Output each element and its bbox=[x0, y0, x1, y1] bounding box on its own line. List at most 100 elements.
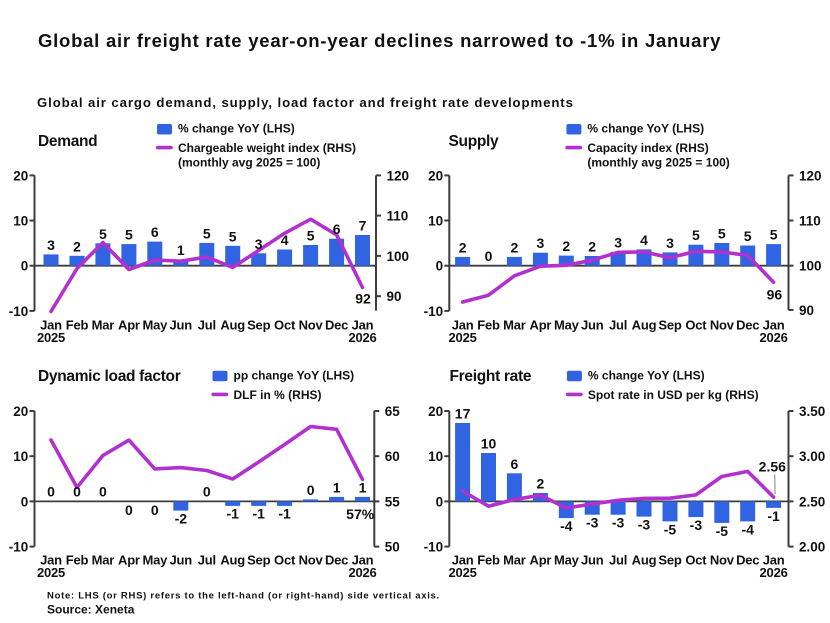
svg-text:Jul: Jul bbox=[198, 553, 216, 568]
svg-text:-1: -1 bbox=[767, 508, 780, 524]
svg-text:0: 0 bbox=[436, 494, 444, 509]
svg-text:Mar: Mar bbox=[503, 318, 526, 333]
svg-text:20: 20 bbox=[428, 168, 443, 183]
svg-text:3.50: 3.50 bbox=[799, 404, 825, 419]
svg-text:Spot rate in USD per kg (RHS): Spot rate in USD per kg (RHS) bbox=[588, 388, 759, 402]
svg-text:4: 4 bbox=[640, 232, 648, 248]
svg-text:Jun: Jun bbox=[170, 553, 193, 568]
svg-text:Jan: Jan bbox=[352, 318, 374, 333]
svg-text:Sep: Sep bbox=[658, 553, 682, 568]
svg-text:Feb: Feb bbox=[477, 553, 500, 568]
svg-text:Aug: Aug bbox=[632, 318, 657, 333]
svg-text:-3: -3 bbox=[586, 515, 599, 531]
svg-text:5: 5 bbox=[203, 225, 211, 241]
svg-text:5: 5 bbox=[229, 228, 237, 244]
svg-text:Nov: Nov bbox=[710, 318, 735, 333]
svg-text:Capacity index (RHS): Capacity index (RHS) bbox=[587, 141, 708, 155]
svg-text:-5: -5 bbox=[664, 521, 677, 537]
svg-text:0: 0 bbox=[21, 494, 29, 509]
svg-text:20: 20 bbox=[428, 404, 443, 419]
svg-text:% change YoY (LHS): % change YoY (LHS) bbox=[587, 122, 704, 136]
svg-text:Jul: Jul bbox=[609, 553, 627, 568]
svg-text:Jan: Jan bbox=[763, 318, 785, 333]
svg-text:5: 5 bbox=[692, 227, 700, 243]
svg-text:2026: 2026 bbox=[760, 565, 788, 580]
svg-text:Jan: Jan bbox=[40, 318, 62, 333]
svg-text:2: 2 bbox=[511, 239, 519, 255]
svg-text:Nov: Nov bbox=[710, 553, 735, 568]
svg-text:2.56: 2.56 bbox=[759, 459, 786, 475]
svg-text:17: 17 bbox=[455, 406, 471, 422]
svg-text:3: 3 bbox=[537, 235, 545, 251]
svg-text:-1: -1 bbox=[252, 506, 265, 522]
svg-text:60: 60 bbox=[385, 449, 400, 464]
svg-text:Dec: Dec bbox=[736, 318, 759, 333]
svg-text:-10: -10 bbox=[9, 540, 29, 555]
svg-text:Supply: Supply bbox=[449, 133, 500, 150]
svg-text:2: 2 bbox=[73, 238, 81, 254]
svg-text:-1: -1 bbox=[278, 506, 291, 522]
svg-text:5: 5 bbox=[125, 227, 133, 243]
svg-text:-2: -2 bbox=[175, 511, 188, 527]
svg-text:May: May bbox=[554, 318, 580, 333]
svg-text:Demand: Demand bbox=[38, 133, 97, 150]
svg-text:Apr: Apr bbox=[530, 318, 552, 333]
svg-text:120: 120 bbox=[387, 168, 410, 183]
svg-text:2.50: 2.50 bbox=[799, 494, 825, 509]
svg-text:2026: 2026 bbox=[760, 330, 788, 345]
svg-text:Jun: Jun bbox=[170, 318, 193, 333]
svg-text:-5: -5 bbox=[716, 523, 729, 539]
svg-text:0: 0 bbox=[436, 259, 444, 274]
svg-text:Global air cargo demand, suppl: Global air cargo demand, supply, load fa… bbox=[37, 95, 574, 110]
svg-text:0: 0 bbox=[485, 248, 493, 264]
svg-text:5: 5 bbox=[307, 228, 315, 244]
svg-text:Sep: Sep bbox=[247, 318, 271, 333]
svg-text:2025: 2025 bbox=[37, 565, 65, 580]
svg-text:10: 10 bbox=[428, 213, 443, 228]
svg-text:2.00: 2.00 bbox=[799, 540, 825, 555]
svg-text:Jan: Jan bbox=[40, 553, 62, 568]
svg-text:50: 50 bbox=[385, 540, 400, 555]
svg-text:(monthly avg 2025 = 100): (monthly avg 2025 = 100) bbox=[587, 156, 729, 170]
svg-text:Jan: Jan bbox=[452, 553, 474, 568]
svg-text:90: 90 bbox=[799, 303, 814, 318]
svg-text:-3: -3 bbox=[612, 515, 625, 531]
svg-text:2: 2 bbox=[537, 476, 545, 492]
svg-text:-10: -10 bbox=[424, 304, 444, 319]
svg-text:96: 96 bbox=[767, 286, 783, 302]
svg-text:4: 4 bbox=[281, 232, 289, 248]
svg-text:1: 1 bbox=[177, 242, 185, 258]
svg-text:6: 6 bbox=[333, 221, 341, 237]
svg-text:110: 110 bbox=[387, 209, 409, 224]
svg-text:0: 0 bbox=[307, 482, 315, 498]
svg-text:Source: Xeneta: Source: Xeneta bbox=[47, 603, 135, 617]
svg-text:Dec: Dec bbox=[736, 553, 759, 568]
svg-text:6: 6 bbox=[151, 224, 159, 240]
svg-text:Jun: Jun bbox=[581, 553, 604, 568]
svg-text:0: 0 bbox=[73, 484, 81, 500]
svg-text:Jul: Jul bbox=[609, 318, 627, 333]
svg-text:-3: -3 bbox=[690, 517, 703, 533]
svg-text:Sep: Sep bbox=[247, 553, 271, 568]
svg-text:Freight rate: Freight rate bbox=[450, 368, 532, 385]
svg-text:Sep: Sep bbox=[658, 318, 682, 333]
svg-text:0: 0 bbox=[203, 484, 211, 500]
svg-text:DLF in % (RHS): DLF in % (RHS) bbox=[234, 388, 322, 402]
svg-text:May: May bbox=[554, 553, 580, 568]
svg-text:10: 10 bbox=[13, 449, 28, 464]
svg-text:Dec: Dec bbox=[325, 318, 348, 333]
svg-text:Dynamic load factor: Dynamic load factor bbox=[38, 368, 181, 385]
svg-text:10: 10 bbox=[428, 449, 443, 464]
svg-text:65: 65 bbox=[385, 404, 401, 419]
svg-text:Oct: Oct bbox=[274, 553, 296, 568]
svg-text:Aug: Aug bbox=[632, 553, 657, 568]
svg-text:5: 5 bbox=[718, 226, 726, 242]
svg-text:2026: 2026 bbox=[348, 330, 376, 345]
svg-text:May: May bbox=[142, 318, 168, 333]
svg-text:2: 2 bbox=[588, 239, 596, 255]
svg-text:120: 120 bbox=[799, 168, 822, 183]
svg-text:90: 90 bbox=[387, 289, 402, 304]
svg-text:Jun: Jun bbox=[581, 318, 604, 333]
svg-text:Mar: Mar bbox=[92, 553, 115, 568]
svg-text:3: 3 bbox=[666, 235, 674, 251]
